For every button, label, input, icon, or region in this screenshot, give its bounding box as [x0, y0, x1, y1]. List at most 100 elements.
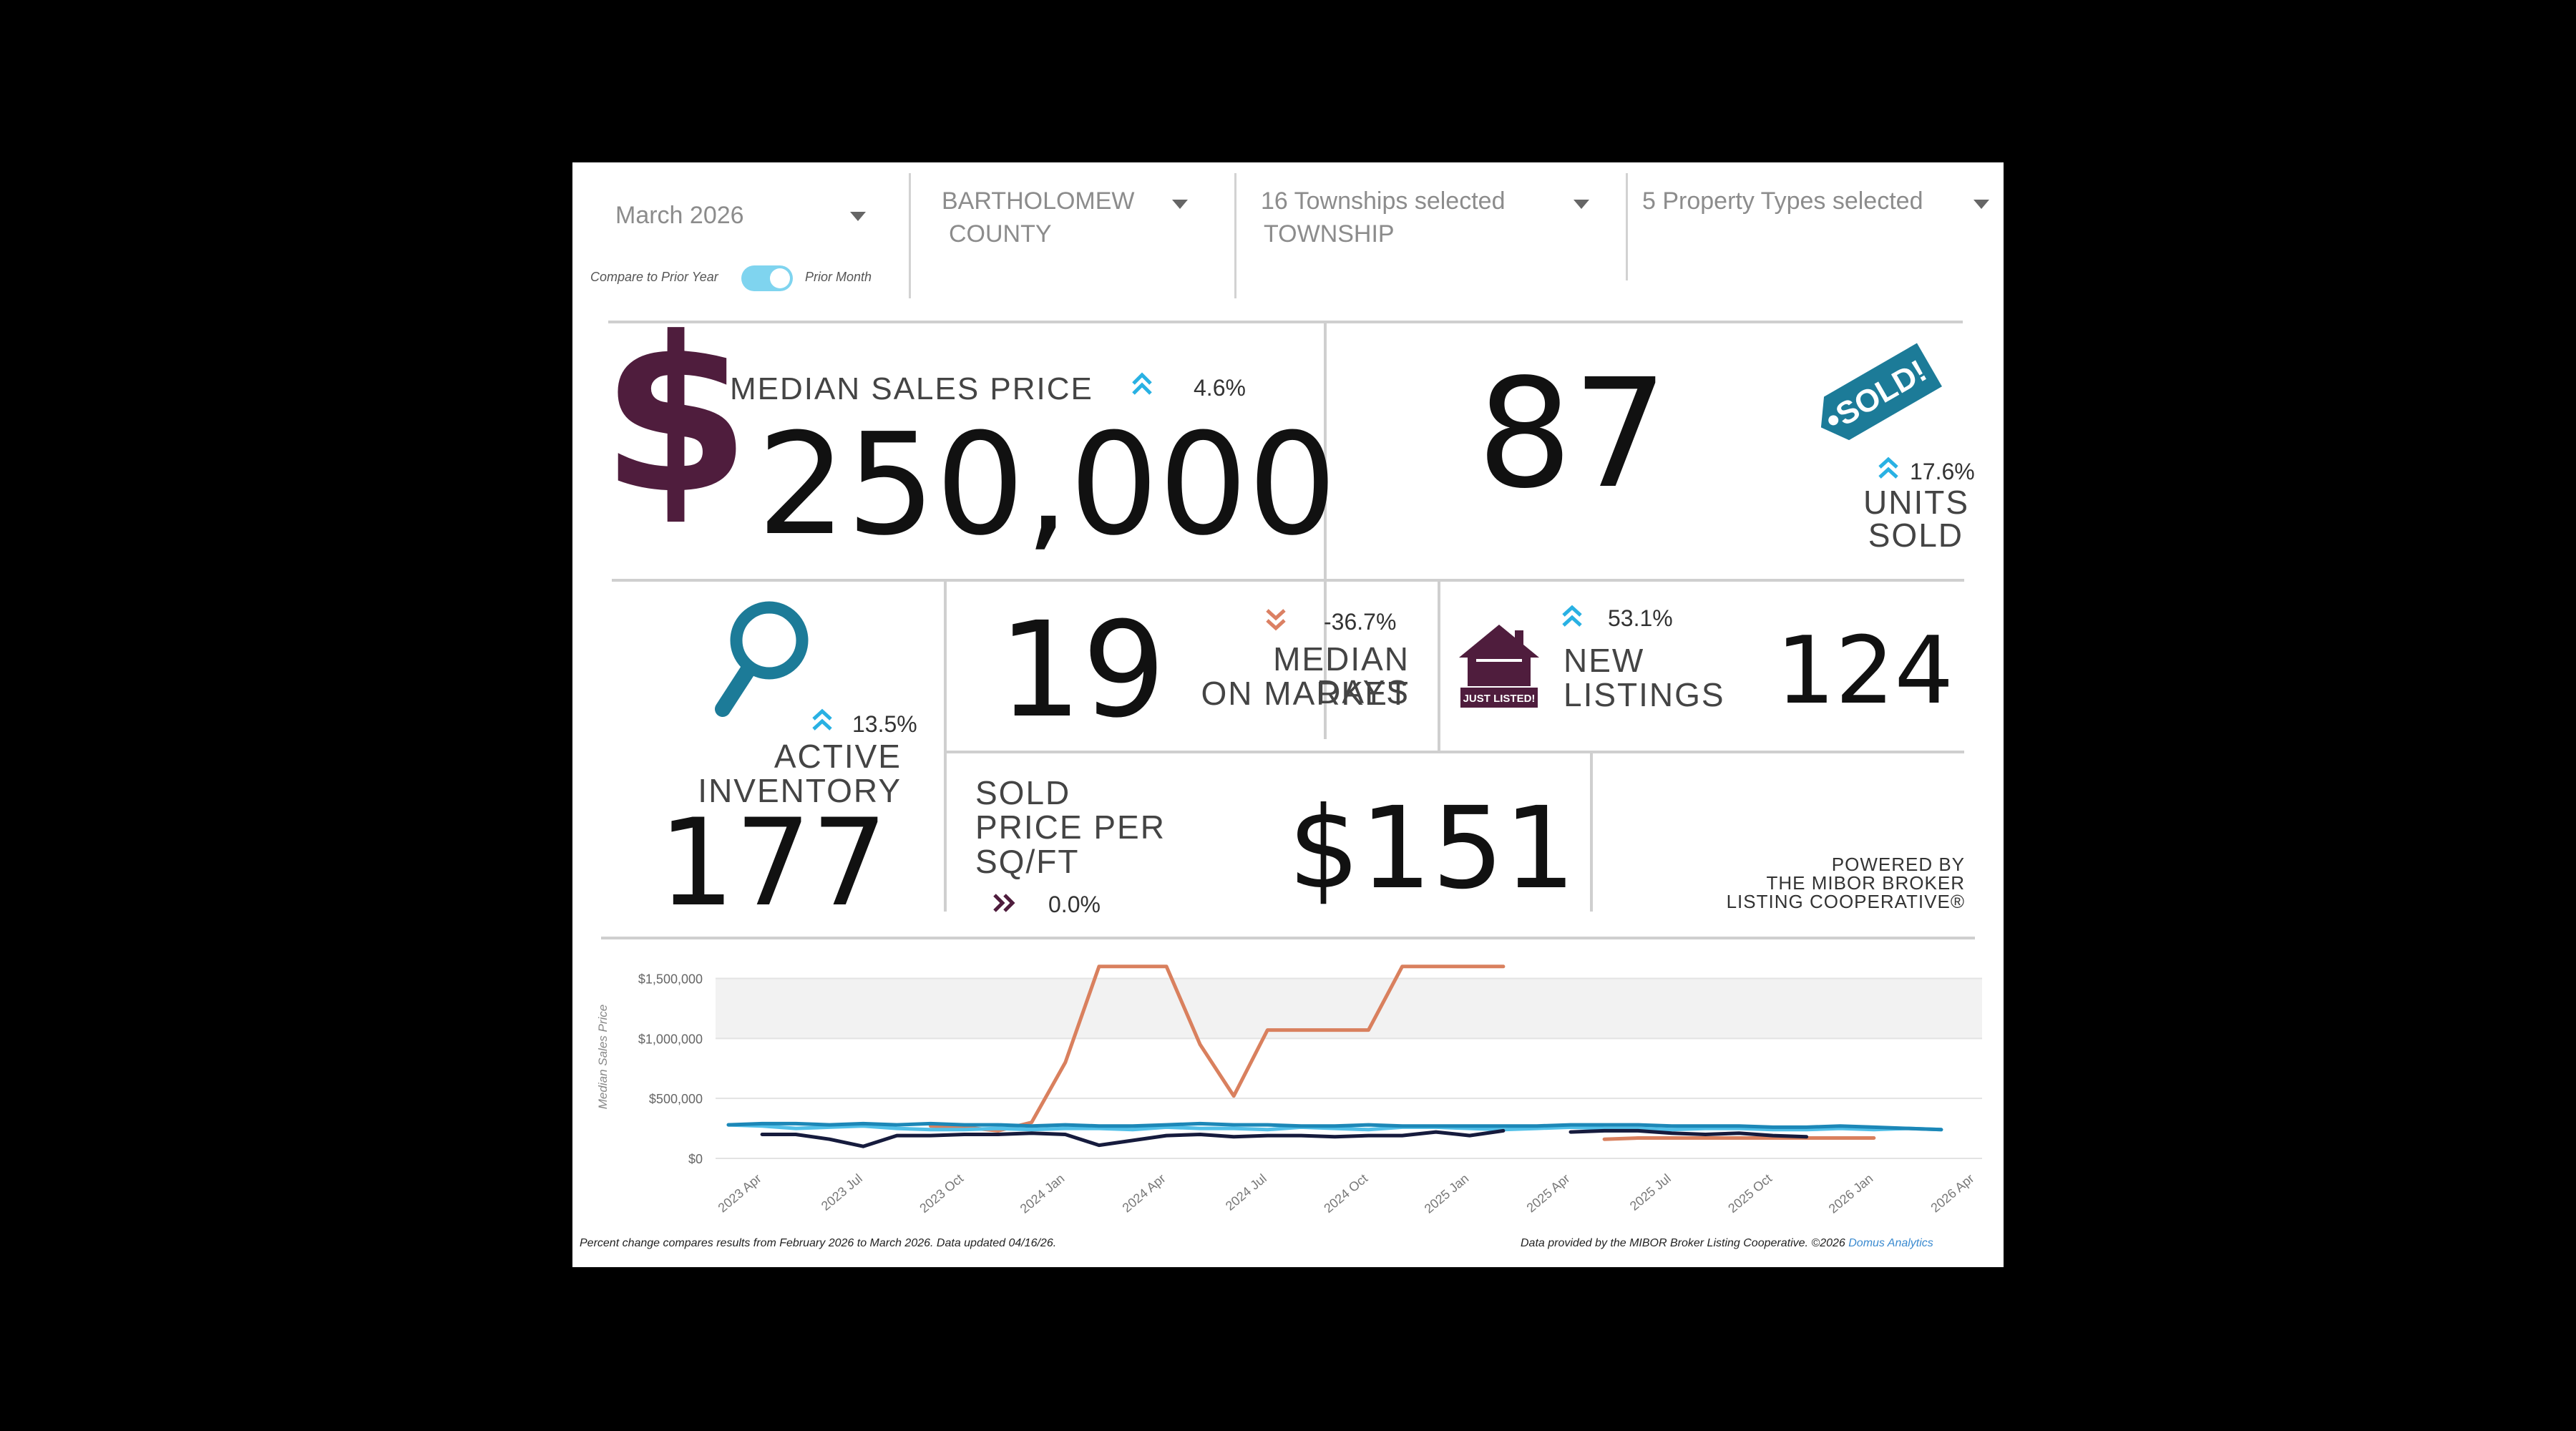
- magnifier-icon: [708, 596, 816, 728]
- series-line: [760, 1128, 1506, 1148]
- section-divider: [608, 321, 1963, 323]
- dashboard-panel: March 2026 Compare to Prior Year Prior M…: [572, 162, 2004, 1267]
- median-days-label-line2: ON MARKET: [1201, 675, 1410, 712]
- tile-divider: [944, 579, 947, 912]
- trend-up-icon: [1129, 371, 1155, 403]
- active-inventory-change: 13.5%: [852, 711, 917, 737]
- x-tick-label: 2023 Apr: [716, 1171, 764, 1216]
- series-line: [726, 1123, 1943, 1132]
- powered-by-line1: POWERED BY: [1831, 854, 1965, 875]
- active-inventory-label-line2: INVENTORY: [698, 772, 902, 809]
- trend-up-icon: [1560, 604, 1584, 633]
- trend-up-icon: [1876, 456, 1901, 485]
- domus-analytics-link[interactable]: Domus Analytics: [1848, 1237, 1933, 1249]
- y-tick-label: $1,000,000: [638, 1032, 703, 1046]
- units-sold-label-line2: SOLD: [1868, 517, 1963, 554]
- price-per-sqft-label-line3: SQ/FT: [975, 843, 1080, 880]
- units-sold-value: 87: [1477, 346, 1669, 522]
- toggle-right-label: Prior Month: [805, 270, 872, 284]
- township-filter-line1: 16 Townships selected: [1261, 187, 1506, 215]
- median-sales-price-change: 4.6%: [1194, 375, 1246, 401]
- dollar-sign-icon: $: [601, 291, 751, 541]
- median-days-value: 19: [998, 594, 1166, 747]
- median-sales-price-tile: $ MEDIAN SALES PRICE 4.6% 250,000: [572, 309, 1337, 579]
- powered-by-line2: THE MIBOR BROKER: [1766, 872, 1965, 894]
- x-tick-label: 2026 Apr: [1928, 1171, 1977, 1216]
- tile-divider: [612, 579, 1964, 582]
- series-line: [1568, 1128, 1809, 1139]
- period-filter[interactable]: March 2026: [594, 191, 873, 233]
- series-line: [1602, 1136, 1876, 1141]
- y-tick-label: $500,000: [649, 1092, 703, 1106]
- tile-divider: [1438, 579, 1440, 751]
- x-tick-label: 2023 Oct: [917, 1171, 966, 1216]
- y-tick-label: $1,500,000: [638, 972, 703, 987]
- tile-divider: [944, 751, 1964, 753]
- period-filter-value: March 2026: [615, 202, 744, 229]
- filter-divider: [1626, 173, 1628, 280]
- active-inventory-value: 177: [658, 793, 888, 933]
- toggle-knob: [770, 268, 790, 288]
- series-line: [726, 1121, 1943, 1132]
- y-tick-label: $0: [688, 1152, 703, 1166]
- filter-divider: [909, 173, 911, 298]
- compare-toggle-row: Compare to Prior Year Prior Month: [590, 264, 898, 293]
- new-listings-change: 53.1%: [1608, 605, 1673, 631]
- x-tick-label: 2024 Apr: [1120, 1171, 1169, 1216]
- price-per-sqft-change: 0.0%: [1048, 892, 1101, 917]
- active-inventory-tile: [572, 582, 944, 912]
- just-listed-house-icon: JUST LISTED!: [1456, 620, 1542, 713]
- y-axis-label: Median Sales Price: [596, 1005, 610, 1109]
- price-per-sqft-label-line2: PRICE PER: [975, 809, 1166, 846]
- county-filter-line2: COUNTY: [949, 220, 1052, 248]
- x-tick-label: 2024 Jul: [1223, 1171, 1269, 1213]
- price-per-sqft-value: $151: [1288, 783, 1576, 914]
- powered-by: POWERED BY THE MIBOR BROKER LISTING COOP…: [1703, 855, 1965, 911]
- x-tick-label: 2026 Jan: [1826, 1171, 1876, 1216]
- sold-tag-icon: SOLD!: [1799, 335, 1963, 442]
- property-type-filter-value: 5 Property Types selected: [1642, 187, 1923, 215]
- median-sales-price-value: 250,000: [757, 404, 1337, 567]
- median-sales-price-label: MEDIAN SALES PRICE: [730, 371, 1093, 406]
- active-inventory-trend-up-icon: [810, 708, 834, 737]
- powered-by-line3: LISTING COOPERATIVE®: [1726, 891, 1965, 912]
- x-tick-label: 2025 Jan: [1422, 1171, 1472, 1216]
- chevron-down-icon: [1172, 200, 1188, 209]
- toggle-left-label: Compare to Prior Year: [590, 270, 718, 284]
- series-line: [929, 964, 1506, 1133]
- x-tick-label: 2023 Jul: [819, 1171, 865, 1213]
- units-sold-change: 17.6%: [1910, 459, 1975, 484]
- active-inventory-label-line1: ACTIVE: [774, 738, 902, 775]
- median-days-change: -36.7%: [1324, 609, 1397, 635]
- township-filter[interactable]: 16 Townships selected TOWNSHIP: [1259, 184, 1617, 263]
- x-tick-label: 2025 Oct: [1725, 1171, 1775, 1216]
- units-sold-label-line1: UNITS: [1863, 484, 1969, 521]
- tile-divider: [1590, 751, 1593, 912]
- new-listings-value: 124: [1776, 616, 1954, 725]
- county-filter-line1: BARTHOLOMEW: [942, 187, 1135, 215]
- x-tick-label: 2025 Apr: [1524, 1171, 1573, 1216]
- footer-credit-text: Data provided by the MIBOR Broker Listin…: [1521, 1237, 1845, 1249]
- median-days-label-line1: MEDIAN DAYS: [1273, 640, 1410, 710]
- filter-divider: [1234, 173, 1236, 298]
- footer-note: Percent change compares results from Feb…: [580, 1237, 1057, 1249]
- chevron-down-icon: [1974, 200, 1989, 209]
- chevron-down-icon: [850, 212, 866, 221]
- x-tick-label: 2024 Jan: [1018, 1171, 1068, 1216]
- chevron-down-icon: [1574, 200, 1589, 209]
- footer-credit: Data provided by the MIBOR Broker Listin…: [1521, 1237, 1933, 1250]
- property-type-filter[interactable]: 5 Property Types selected: [1642, 184, 2000, 227]
- x-tick-label: 2024 Oct: [1321, 1171, 1370, 1216]
- section-divider: [601, 937, 1975, 939]
- new-listings-label-line2: LISTINGS: [1563, 676, 1725, 713]
- compare-toggle[interactable]: [741, 265, 793, 291]
- township-filter-line2: TOWNSHIP: [1264, 220, 1395, 248]
- new-listings-label-line1: NEW: [1563, 642, 1645, 679]
- trend-flat-icon: [991, 892, 1017, 918]
- price-per-sqft-label-line1: SOLD: [975, 774, 1071, 811]
- trend-down-icon: [1264, 607, 1288, 636]
- county-filter[interactable]: BARTHOLOMEW COUNTY: [930, 184, 1209, 263]
- tile-divider: [1324, 321, 1327, 739]
- x-tick-label: 2025 Jul: [1627, 1171, 1674, 1213]
- median-price-trend-chart: $0 $500,000 $1,000,000 $1,500,000 Median Sal…: [596, 964, 1982, 1216]
